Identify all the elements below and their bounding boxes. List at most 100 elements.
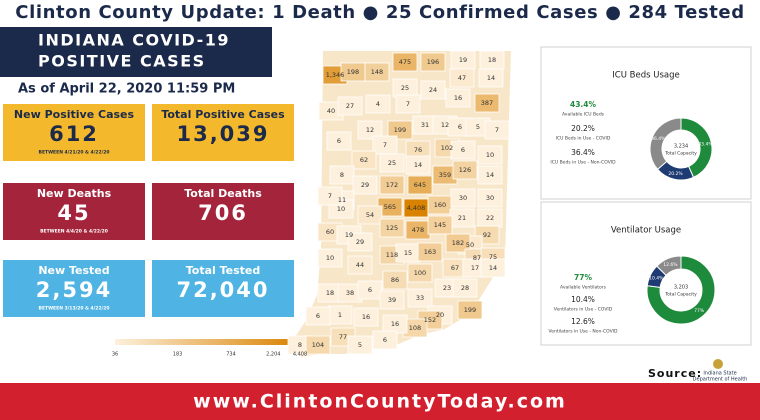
county-label: 14 [414, 161, 422, 169]
county-label: 6 [368, 286, 372, 294]
county-label: 21 [458, 214, 466, 222]
county [420, 52, 446, 72]
county-label: 125 [386, 224, 398, 232]
county-label: 160 [434, 201, 446, 209]
county-label: 11 [338, 196, 346, 204]
county-label: 30 [486, 194, 494, 202]
county [477, 188, 503, 208]
county-label: 359 [439, 171, 451, 179]
scale-bar [115, 339, 300, 345]
legend-value: 20.2% [571, 124, 595, 133]
title-banner [0, 27, 272, 77]
county-label: 92 [483, 231, 491, 239]
title-line: INDIANA COVID-19 [38, 31, 230, 50]
county [379, 290, 405, 310]
stat-label: Total Positive Cases [161, 108, 285, 121]
county-label: 199 [464, 306, 476, 314]
legend-value: 36.4% [571, 148, 595, 157]
county [379, 175, 405, 195]
county-label: 152 [424, 316, 436, 324]
county-label: 47 [458, 74, 466, 82]
legend-name: Available Ventilators [560, 285, 607, 291]
county-label: 182 [452, 239, 464, 247]
county [337, 96, 363, 116]
donut-segment [656, 255, 682, 276]
segment-label: 36.4% [651, 136, 666, 142]
source: Source: [648, 367, 702, 380]
county-label: 108 [409, 324, 421, 332]
panel-title: ICU Beds Usage [612, 71, 679, 81]
county [329, 165, 355, 185]
county [478, 68, 504, 88]
county-label: 1,346 [326, 71, 345, 79]
county-label: 16 [362, 313, 370, 321]
county-label: 199 [394, 126, 406, 134]
panel [540, 201, 752, 346]
scale-label: 2,204 [266, 352, 280, 358]
county-label: 17 [471, 264, 479, 272]
county [445, 88, 471, 108]
donut-segment [646, 255, 716, 325]
county-label: 6 [316, 312, 320, 320]
county-label: 7 [406, 100, 410, 108]
county [452, 278, 478, 298]
county [352, 175, 378, 195]
county-label: 30 [459, 194, 467, 202]
scale-label: 183 [173, 352, 183, 358]
county [357, 205, 383, 225]
county-label: 16 [391, 320, 399, 328]
county [305, 335, 331, 355]
county-label: 8 [298, 341, 302, 349]
county-label: 118 [386, 251, 398, 259]
county-label: 387 [481, 99, 493, 107]
county-label: 40 [327, 107, 335, 115]
county-label: 76 [414, 146, 422, 154]
source-org: Indiana State [703, 371, 736, 377]
county [364, 62, 390, 82]
stat-note: BETWEEN 3/13/20 & 4/22/20 [39, 306, 110, 312]
county [449, 68, 475, 88]
county-label: 38 [346, 289, 354, 297]
county-label: 565 [384, 203, 396, 211]
county [317, 186, 343, 206]
county [405, 155, 431, 175]
county [353, 307, 379, 327]
county-label: 10 [486, 151, 494, 159]
county [445, 233, 471, 253]
county-label: 8 [340, 171, 344, 179]
county [317, 248, 343, 268]
county [484, 120, 510, 140]
county [450, 188, 476, 208]
stat-label: New Tested [38, 264, 109, 277]
county [347, 335, 373, 355]
county-label: 44 [356, 261, 364, 269]
segment-label: 12.6% [663, 262, 678, 268]
county-label: 5 [358, 341, 362, 349]
county-label: 12 [441, 121, 449, 129]
stat-label: New Positive Cases [14, 108, 135, 121]
title-line: POSITIVE CASES [38, 52, 206, 71]
legend-value: 10.4% [571, 295, 595, 304]
county-label: 12 [366, 126, 374, 134]
county-label: 14 [486, 171, 494, 179]
legend-value: 12.6% [571, 317, 595, 326]
stat-box [3, 104, 145, 161]
county-label: 67 [451, 264, 459, 272]
center-value: 3,234 [674, 144, 688, 150]
segment-label: 43.4% [698, 141, 713, 147]
county-label: 100 [414, 269, 426, 277]
county [457, 300, 483, 320]
scale-label: 734 [226, 352, 236, 358]
county-label: 54 [366, 211, 374, 219]
stat-value: 72,040 [176, 278, 269, 302]
county [474, 93, 500, 113]
panel-title: Ventilator Usage [611, 226, 681, 236]
county-label: 14 [489, 264, 497, 272]
stat-value: 45 [57, 201, 90, 225]
legend-value: 43.4% [570, 100, 597, 109]
center-label: Total Capacity [664, 151, 697, 157]
center-value: 3,203 [674, 285, 688, 291]
county [357, 120, 383, 140]
stat-value: 706 [198, 201, 248, 225]
county-label: 6 [383, 336, 387, 344]
